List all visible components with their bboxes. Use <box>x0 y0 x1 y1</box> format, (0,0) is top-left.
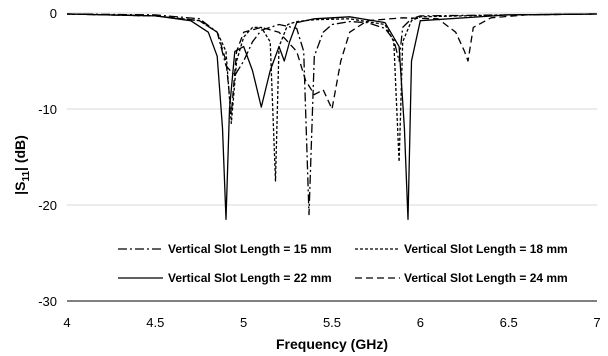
x-tick-labels: 4 4.5 5 5.5 6 6.5 7 <box>63 315 600 330</box>
legend-label-1: Vertical Slot Length = 18 mm <box>404 242 568 256</box>
x-tick-label-1: 4.5 <box>146 315 164 330</box>
series-line-1 <box>66 13 598 182</box>
legend-label-3: Vertical Slot Length = 24 mm <box>404 271 568 285</box>
y-axis-title-tail: | (dB) <box>12 135 28 171</box>
legend-label-0: Vertical Slot Length = 15 mm <box>168 242 332 256</box>
y-tick-label-2: -20 <box>38 198 57 213</box>
series-lines <box>66 13 598 221</box>
y-tick-labels: 0 -10 -20 -30 <box>38 6 57 309</box>
x-tick-label-3: 5.5 <box>323 315 341 330</box>
x-tick-label-5: 6.5 <box>500 315 518 330</box>
legend-label-2: Vertical Slot Length = 22 mm <box>168 271 332 285</box>
y-axis-title-main: |S <box>12 182 28 195</box>
gridlines <box>67 12 597 206</box>
x-axis-title: Frequency (GHz) <box>276 336 388 352</box>
x-tick-label-4: 6 <box>417 315 424 330</box>
y-tick-label-1: -10 <box>38 102 57 117</box>
y-tick-label-3: -30 <box>38 294 57 309</box>
x-tick-label-6: 7 <box>593 315 600 330</box>
legend: Vertical Slot Length = 15 mm Vertical Slo… <box>118 242 568 285</box>
series-line-0 <box>66 13 598 216</box>
y-axis-title: |S11| (dB) <box>12 135 32 195</box>
y-axis-title-subscript: 11 <box>21 171 32 182</box>
series-line-2 <box>66 13 598 221</box>
legend-background <box>106 236 592 294</box>
series-line-3 <box>66 13 598 115</box>
x-tick-label-0: 4 <box>63 315 70 330</box>
y-tick-label-0: 0 <box>50 6 57 21</box>
x-tick-label-2: 5 <box>240 315 247 330</box>
